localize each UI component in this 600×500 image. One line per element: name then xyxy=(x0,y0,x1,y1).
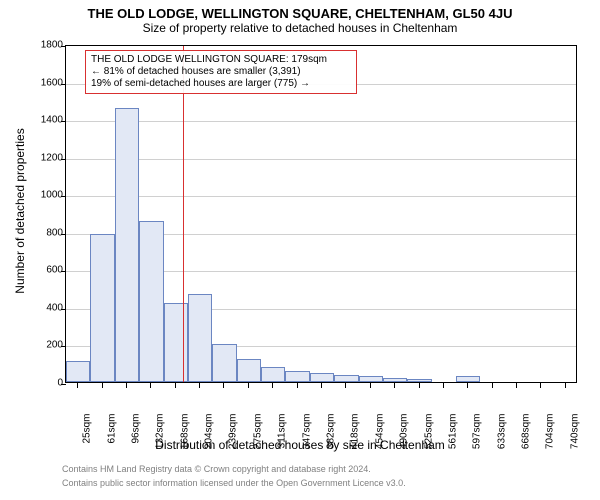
annotation-line: ← 81% of detached houses are smaller (3,… xyxy=(91,66,351,78)
footer-line-2: Contains public sector information licen… xyxy=(62,478,406,488)
y-tick-label: 200 xyxy=(6,340,63,351)
y-tick-label: 1400 xyxy=(6,115,63,126)
histogram-bar xyxy=(237,359,261,382)
histogram-bar xyxy=(66,361,90,382)
marker-line xyxy=(183,46,184,382)
histogram-bar xyxy=(139,221,163,382)
x-tick-labels: 25sqm61sqm96sqm132sqm168sqm204sqm239sqm2… xyxy=(65,383,577,443)
histogram-bar xyxy=(90,234,114,382)
plot-area xyxy=(65,45,577,383)
annotation-line: 19% of semi-detached houses are larger (… xyxy=(91,78,351,90)
y-tick-label: 800 xyxy=(6,227,63,238)
footer-line-1: Contains HM Land Registry data © Crown c… xyxy=(62,464,371,474)
y-tick-label: 0 xyxy=(6,378,63,389)
histogram-bar xyxy=(115,108,139,382)
chart-subtitle: Size of property relative to detached ho… xyxy=(0,21,600,35)
gridline xyxy=(66,196,576,197)
histogram-bar xyxy=(456,376,480,382)
histogram-bar xyxy=(359,376,383,382)
histogram-bar xyxy=(407,379,431,382)
histogram-bar xyxy=(261,367,285,382)
y-tick-label: 1000 xyxy=(6,190,63,201)
y-tick-label: 600 xyxy=(6,265,63,276)
histogram-bar xyxy=(310,373,334,382)
y-tick-label: 1200 xyxy=(6,152,63,163)
gridline xyxy=(66,159,576,160)
y-tick-label: 400 xyxy=(6,302,63,313)
gridline xyxy=(66,121,576,122)
histogram-bar xyxy=(285,371,309,382)
chart-container: { "layout": { "width": 600, "height": 50… xyxy=(0,0,600,500)
annotation-box: THE OLD LODGE WELLINGTON SQUARE: 179sqm←… xyxy=(85,50,357,94)
histogram-bar xyxy=(212,344,236,382)
chart-title: THE OLD LODGE, WELLINGTON SQUARE, CHELTE… xyxy=(0,0,600,21)
y-tick-labels: 020040060080010001200140016001800 xyxy=(0,45,65,383)
histogram-bar xyxy=(188,294,212,382)
histogram-bar xyxy=(334,375,358,383)
x-axis-label: Distribution of detached houses by size … xyxy=(0,438,600,452)
y-tick-label: 1600 xyxy=(6,77,63,88)
annotation-line: THE OLD LODGE WELLINGTON SQUARE: 179sqm xyxy=(91,54,351,66)
y-tick-label: 1800 xyxy=(6,40,63,51)
histogram-bar xyxy=(383,378,407,382)
